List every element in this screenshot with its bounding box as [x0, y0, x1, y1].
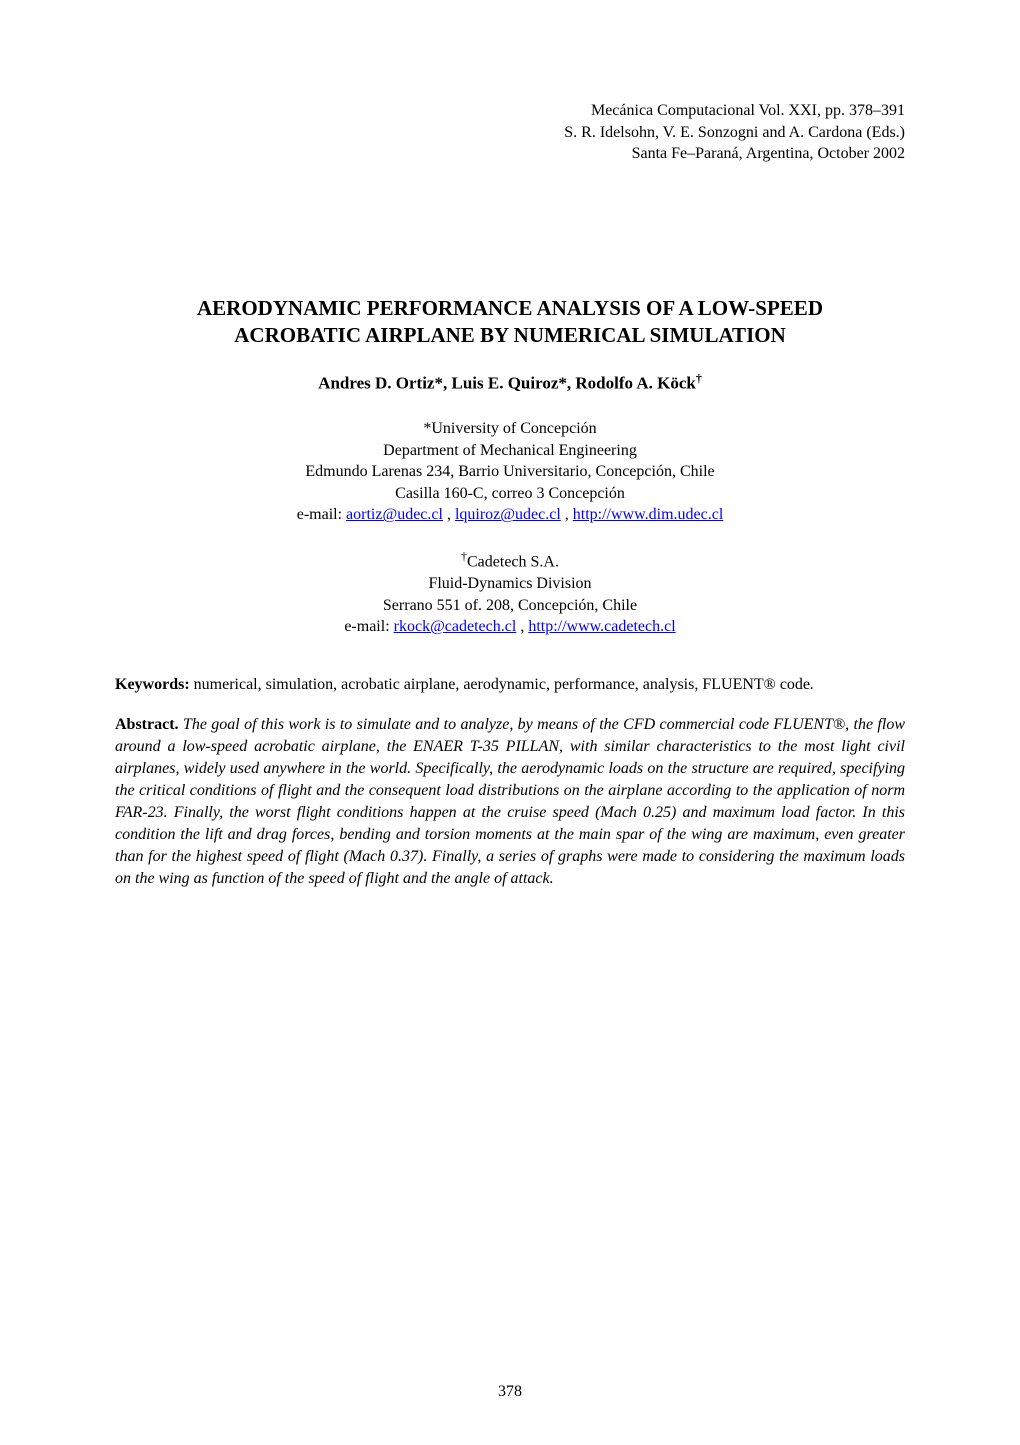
page-number: 378 [0, 1383, 1020, 1401]
affil2-url[interactable]: http://www.cadetech.cl [528, 618, 675, 635]
pub-line-2: S. R. Idelsohn, V. E. Sonzogni and A. Ca… [115, 122, 905, 144]
keywords-label: Keywords: [115, 676, 194, 693]
pub-line-3: Santa Fe–Paraná, Argentina, October 2002 [115, 143, 905, 165]
title-line-1: AERODYNAMIC PERFORMANCE ANALYSIS OF A LO… [115, 295, 905, 322]
keywords-trailing: . [810, 676, 814, 693]
title-line-2: ACROBATIC AIRPLANE BY NUMERICAL SIMULATI… [115, 322, 905, 349]
affil1-email2[interactable]: lquiroz@udec.cl [455, 506, 561, 523]
affiliation-1: *University of Concepción Department of … [115, 418, 905, 526]
affil1-url[interactable]: http://www.dim.udec.cl [573, 506, 724, 523]
affil2-address: Serrano 551 of. 208, Concepción, Chile [115, 595, 905, 617]
abstract-label: Abstract. [115, 716, 183, 733]
authors-text: Andres D. Ortiz*, Luis E. Quiroz*, Rodol… [318, 374, 696, 393]
pub-line-1: Mecánica Computacional Vol. XXI, pp. 378… [115, 100, 905, 122]
affil2-sep1: , [516, 618, 528, 635]
abstract-text: The goal of this work is to simulate and… [115, 716, 905, 888]
affil2-org: Cadetech S.A. [467, 553, 559, 570]
keywords-text: numerical, simulation, acrobatic airplan… [194, 676, 810, 693]
affil2-email-prefix: e-mail: [344, 618, 393, 635]
affil1-line1: *University of Concepción [115, 418, 905, 440]
affil1-dept: Department of Mechanical Engineering [115, 440, 905, 462]
publication-info: Mecánica Computacional Vol. XXI, pp. 378… [115, 100, 905, 165]
affil1-org: University of Concepción [431, 420, 596, 437]
keywords-section: Keywords: numerical, simulation, acrobat… [115, 674, 905, 696]
abstract-section: Abstract. The goal of this work is to si… [115, 714, 905, 891]
paper-title: AERODYNAMIC PERFORMANCE ANALYSIS OF A LO… [115, 295, 905, 350]
affil1-postal: Casilla 160-C, correo 3 Concepción [115, 483, 905, 505]
affil1-sep2: , [561, 506, 573, 523]
affil2-email1[interactable]: rkock@cadetech.cl [394, 618, 517, 635]
affiliation-2: †Cadetech S.A. Fluid-Dynamics Division S… [115, 548, 905, 638]
affil1-email-prefix: e-mail: [297, 506, 346, 523]
dagger-marker: † [696, 371, 702, 385]
affil1-address: Edmundo Larenas 234, Barrio Universitari… [115, 461, 905, 483]
affil1-contact: e-mail: aortiz@udec.cl , lquiroz@udec.cl… [115, 504, 905, 526]
authors-line: Andres D. Ortiz*, Luis E. Quiroz*, Rodol… [115, 371, 905, 394]
affil1-email1[interactable]: aortiz@udec.cl [346, 506, 443, 523]
affil1-sep1: , [443, 506, 455, 523]
affil2-line1: †Cadetech S.A. [115, 548, 905, 573]
affil2-contact: e-mail: rkock@cadetech.cl , http://www.c… [115, 616, 905, 638]
affil2-division: Fluid-Dynamics Division [115, 573, 905, 595]
